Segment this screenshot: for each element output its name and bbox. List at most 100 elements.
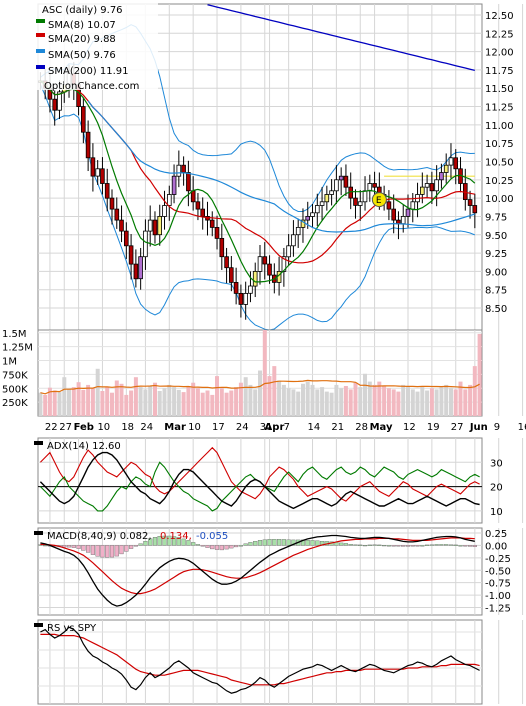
macd-histogram-bar bbox=[148, 538, 153, 546]
volume-bar bbox=[124, 394, 129, 416]
candle-body bbox=[90, 157, 96, 177]
candle-body bbox=[190, 190, 196, 203]
macd-histogram-bar bbox=[434, 544, 439, 546]
macd-histogram-bar bbox=[205, 545, 210, 548]
volume-bar bbox=[439, 387, 444, 416]
volume-bar bbox=[143, 389, 148, 416]
macd-histogram-bar bbox=[453, 544, 458, 546]
macd-histogram-bar bbox=[62, 545, 67, 548]
candle-body bbox=[195, 201, 201, 210]
candle-body bbox=[133, 263, 139, 280]
candle-body bbox=[143, 230, 148, 258]
macd-tick-label: 0.00 bbox=[485, 541, 507, 552]
candle-body bbox=[104, 183, 110, 199]
macd-histogram-bar bbox=[396, 545, 401, 547]
macd-histogram-bar bbox=[425, 544, 430, 546]
volume-bar bbox=[67, 389, 71, 416]
sma8-swatch bbox=[36, 19, 45, 23]
volume-bar bbox=[420, 387, 425, 416]
date-tick-label: 19 bbox=[427, 422, 440, 433]
volume-bar bbox=[205, 390, 210, 416]
macd-histogram-bar bbox=[219, 545, 224, 551]
macd-histogram-bar bbox=[391, 545, 396, 547]
volume-bar bbox=[291, 389, 296, 416]
volume-bar bbox=[458, 381, 463, 416]
macd-histogram-bar bbox=[458, 545, 463, 547]
date-tick-label: 28 bbox=[355, 422, 368, 433]
price-tick-label: 10.25 bbox=[485, 176, 514, 187]
date-tick-label: Mar bbox=[164, 422, 186, 433]
candle-body bbox=[176, 164, 182, 177]
sma20-swatch bbox=[36, 33, 45, 37]
candle-body bbox=[119, 219, 124, 232]
volume-bar bbox=[47, 387, 52, 416]
candle-body bbox=[228, 267, 234, 283]
candle-body bbox=[95, 168, 101, 177]
macd-histogram-bar bbox=[315, 540, 320, 546]
volume-bar bbox=[363, 373, 367, 416]
candle-body bbox=[367, 183, 373, 192]
macd-histogram-bar bbox=[343, 543, 348, 546]
date-tick-label: 21 bbox=[331, 422, 344, 433]
macd-histogram-bar bbox=[277, 539, 282, 546]
volume-bar bbox=[52, 390, 57, 416]
adx-panel: 30 20 10 bbox=[37, 437, 524, 524]
date-tick-label: 9 bbox=[494, 422, 500, 433]
earnings-marker-label: E bbox=[376, 196, 382, 206]
price-tick-label: 9.50 bbox=[485, 231, 507, 242]
macd-histogram-bar bbox=[257, 540, 263, 546]
volume-bar bbox=[463, 389, 468, 416]
volume-bar bbox=[234, 387, 239, 416]
price-legend: ASC (daily) 9.76 SMA(8) 10.07 SMA(20) 9.… bbox=[34, 2, 158, 92]
volume-bar bbox=[100, 391, 105, 416]
macd-tick-label: -0.75 bbox=[485, 579, 511, 590]
price-tick-label: 12.00 bbox=[485, 48, 514, 59]
macd-histogram-bar bbox=[267, 539, 272, 546]
adx-line bbox=[39, 451, 480, 510]
macd-histogram-bar bbox=[105, 545, 110, 558]
volume-bar bbox=[172, 387, 177, 416]
candle-body bbox=[166, 194, 172, 206]
volume-bar bbox=[358, 387, 363, 416]
macd-histogram-bar bbox=[90, 545, 95, 555]
macd-histogram-bar bbox=[114, 545, 119, 557]
candle-body bbox=[238, 292, 244, 305]
date-tick-label: 14 bbox=[308, 422, 321, 433]
macd-histogram-bar bbox=[200, 545, 205, 547]
candle-body bbox=[386, 201, 392, 210]
volume-bar bbox=[71, 387, 76, 416]
sma50-legend: SMA(50) 9.76 bbox=[48, 50, 116, 61]
price-tick-label: 12.25 bbox=[485, 29, 514, 40]
volume-bar bbox=[43, 394, 48, 416]
macd-histogram-bar bbox=[124, 545, 129, 552]
candle-body bbox=[472, 205, 478, 214]
volume-bar bbox=[176, 389, 181, 416]
rs-average-line bbox=[40, 633, 480, 686]
candle-body bbox=[57, 91, 62, 111]
candle-body bbox=[219, 237, 225, 258]
volume-bar bbox=[119, 383, 124, 416]
volume-tick-label: 250K bbox=[2, 398, 28, 409]
macd-tick-label: 0.25 bbox=[485, 529, 507, 540]
candle-body bbox=[443, 164, 449, 173]
price-tick-label: 10.75 bbox=[485, 139, 514, 150]
date-tick-label: 17 bbox=[212, 422, 225, 433]
macd-histogram-bar bbox=[119, 545, 124, 555]
date-tick-label: 31 bbox=[260, 422, 273, 433]
date-tick-label: Feb bbox=[74, 422, 94, 433]
candle-body bbox=[109, 197, 115, 210]
price-tick-label: 10.50 bbox=[485, 158, 514, 169]
macd-histogram-bar bbox=[238, 545, 243, 547]
volume-bar bbox=[81, 389, 86, 416]
candle-body bbox=[439, 172, 444, 181]
candle-body bbox=[391, 208, 396, 221]
candle-body bbox=[434, 179, 439, 192]
volume-bar bbox=[186, 386, 191, 416]
macd-histogram-bar bbox=[358, 544, 363, 546]
volume-bar bbox=[410, 389, 415, 416]
volume-bar bbox=[353, 382, 358, 416]
date-tick-label: 27 bbox=[59, 422, 72, 433]
volume-bar bbox=[277, 380, 282, 416]
volume-average-line bbox=[40, 379, 480, 395]
date-tick-label: 10 bbox=[97, 422, 110, 433]
